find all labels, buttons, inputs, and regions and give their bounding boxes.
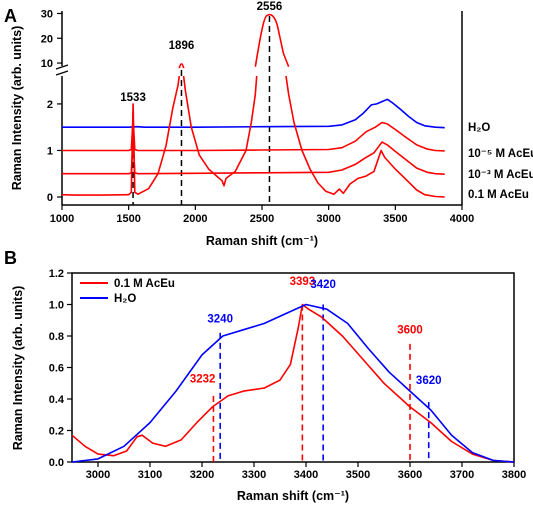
b-x-tick-label: 3000 [86,469,110,481]
b-peak-label: 3240 [207,314,233,326]
b-x-tick-label: 3500 [346,469,370,481]
b-peak-label: 3232 [190,373,216,385]
b-peak-label: 3600 [397,325,423,337]
panel-a-series [61,13,445,198]
panel-b-x-axis-title: Raman shift (cm⁻¹) [237,489,349,503]
a-peak-label: 2556 [257,1,283,13]
b-peak-label: 3393 [290,276,316,288]
a-y-tick-label: 30 [41,8,53,20]
b-y-tick-label: 0.2 [49,426,64,438]
a-series-line [62,117,445,152]
legend-label-acid: 0.1 M AcEu [114,278,175,290]
b-series-line [71,303,515,463]
panel-b-label: B [4,248,17,268]
a-x-tick-label: 3000 [316,213,340,225]
a-peak-label: 1896 [169,40,195,52]
b-y-tick-label: 1.0 [49,300,64,312]
panel-b-y-axis-title: Raman Intensity (arb. units) [11,286,25,451]
a-trace-label: 10⁻³ M AcEu [468,169,533,181]
a-series-line [61,13,445,198]
panel-a-peak-lines [132,16,271,205]
a-y-tick-label: 0 [47,192,53,204]
a-trace-label: H₂O [468,122,490,134]
b-x-tick-label: 3400 [294,469,318,481]
a-x-tick-label: 1000 [50,213,74,225]
b-y-tick-label: 1.2 [49,268,64,280]
b-x-tick-label: 3800 [502,469,526,481]
b-x-tick-label: 3300 [242,469,266,481]
a-trace-label: 0.1 M AcEu [468,189,529,201]
a-x-tick-label: 3500 [383,213,407,225]
panel-b-y-ticks: 0.0 0.2 0.4 0.6 0.8 1.0 1.2 [49,268,72,469]
panel-a-y-axis-title: Raman Intensity (arb. units) [10,26,24,191]
a-x-tick-label: 2500 [250,213,274,225]
a-series-line [62,98,445,129]
a-y-tick-label: 2 [47,99,53,111]
a-y-tick-label: 10 [41,58,53,70]
a-x-tick-label: 4000 [450,213,474,225]
panel-a-trace-labels: H₂O 10⁻⁵ M AcEu 10⁻³ M AcEu 0.1 M AcEu [468,122,533,201]
b-y-tick-label: 0.4 [49,394,65,406]
panel-a-annotations: 1533 1896 2556 [120,1,282,104]
legend-label-water: H₂O [114,293,136,305]
panel-b-legend: 0.1 M AcEu H₂O [80,278,175,305]
b-x-tick-label: 3600 [398,469,422,481]
panel-a-x-ticks: 1000 1500 2000 2500 3000 3500 4000 [50,205,474,225]
b-y-tick-label: 0.6 [49,363,64,375]
panel-b-series [71,303,515,463]
b-x-tick-label: 3200 [190,469,214,481]
a-x-tick-label: 1500 [116,213,140,225]
b-y-tick-label: 0.0 [49,457,64,469]
panel-a: A 1000 1500 2000 2500 3000 3500 4000 0 1 2 10 20 30… [4,1,533,248]
b-x-tick-label: 3700 [450,469,474,481]
a-x-tick-label: 2000 [183,213,207,225]
panel-a-label: A [4,6,17,26]
panel-b: B 3000 3100 3200 3300 3400 3500 3600 3700 3800 0… [4,248,526,503]
a-trace-label: 10⁻⁵ M AcEu [468,148,533,160]
a-peak-label: 1533 [120,92,146,104]
panel-a-y-ticks: 0 1 2 10 20 30 [41,8,62,204]
panel-a-x-axis-title: Raman shift (cm⁻¹) [206,234,318,248]
a-y-tick-label: 20 [41,33,53,45]
b-x-tick-label: 3100 [138,469,162,481]
b-y-tick-label: 0.8 [49,331,64,343]
a-y-tick-label: 1 [47,145,53,157]
a-series-line [62,138,445,175]
b-peak-label: 3620 [416,375,442,387]
panel-b-x-ticks: 3000 3100 3200 3300 3400 3500 3600 3700 3800 [86,462,526,481]
b-series-line [71,303,515,463]
panel-a-axis-break [55,64,69,76]
b-peak-label: 3420 [310,279,336,291]
